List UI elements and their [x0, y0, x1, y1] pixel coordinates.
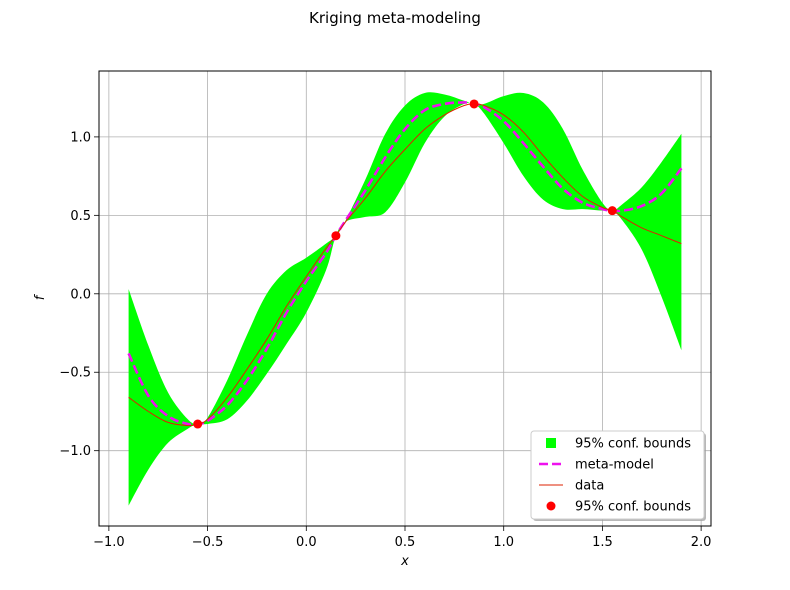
y-tick-label: 0.5: [70, 209, 91, 224]
plot-area: [127, 92, 683, 506]
legend-band-swatch: [546, 438, 556, 448]
data-point: [331, 231, 341, 241]
meta-model-line: [127, 101, 683, 427]
x-tick-label: 1.5: [592, 535, 613, 550]
legend-label: 95% conf. bounds: [575, 500, 691, 515]
y-tick-label: 1.0: [70, 130, 91, 145]
x-tick-label: 1.0: [493, 535, 514, 550]
chart-title: Kriging meta-modeling: [309, 9, 481, 27]
data-point: [193, 419, 203, 429]
confidence-band: [128, 92, 682, 506]
legend-label: meta-model: [575, 458, 654, 473]
legend-label: data: [575, 479, 604, 494]
x-tick-label: −1.0: [93, 535, 125, 550]
x-tick-label: −0.5: [192, 535, 224, 550]
data-point: [607, 206, 617, 216]
data-point: [469, 99, 479, 109]
y-tick-label: −1.0: [59, 444, 91, 459]
legend: 95% conf. bounds meta-model data 95% conf. …: [530, 430, 706, 521]
x-tick-label: 0.0: [296, 535, 317, 550]
y-axis-label: f: [33, 293, 48, 300]
x-tick-label: 2.0: [691, 535, 712, 550]
legend-box: [530, 430, 705, 520]
ticks: −1.0 −0.5 0.0 0.5 1.0 1.5 2.0 −1.0 −0.5 0.0 0.5 1.0: [59, 130, 711, 550]
y-tick-label: 0.0: [70, 287, 91, 302]
x-tick-label: 0.5: [395, 535, 416, 550]
legend-label: 95% conf. bounds: [575, 437, 691, 452]
x-axis-label: x: [400, 554, 409, 569]
legend-points-swatch: [546, 501, 556, 511]
y-tick-label: −0.5: [59, 366, 91, 381]
data-line: [128, 103, 682, 427]
